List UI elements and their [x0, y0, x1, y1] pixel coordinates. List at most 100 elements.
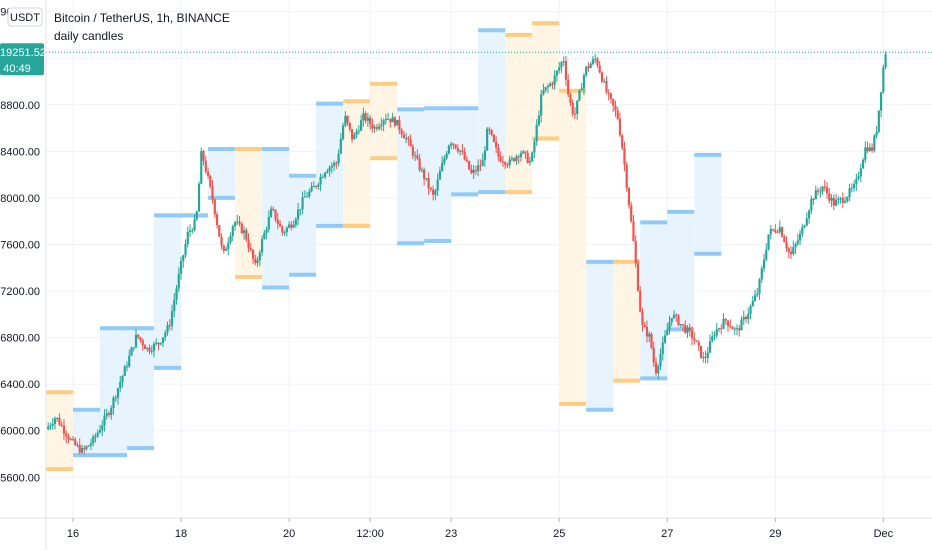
time-axis[interactable]: 16 18 20 12:00 23 25 27 29 Dec [67, 518, 894, 540]
candle-body [454, 144, 457, 149]
indicator-label[interactable]: daily candles [54, 29, 123, 43]
daily-box [613, 261, 641, 381]
candle-body [305, 196, 309, 198]
candle-body [222, 245, 225, 251]
time-tick-label: 18 [175, 528, 187, 540]
candle-body [233, 222, 237, 227]
candle-body [643, 324, 646, 327]
candle-body [729, 325, 732, 328]
candle-body [609, 93, 613, 99]
candle-body [56, 417, 59, 419]
candle-body [564, 61, 568, 80]
candle-body [693, 338, 696, 341]
candle-body [402, 134, 405, 139]
candle-body [332, 162, 336, 166]
candle-body [558, 67, 561, 71]
candle-body [344, 115, 347, 126]
candle-body [346, 115, 349, 123]
candle-body [605, 81, 608, 93]
candle-body [414, 155, 417, 157]
candle-body [157, 342, 160, 345]
candle-body [76, 444, 79, 446]
candle-body [861, 159, 865, 169]
candle-body [830, 197, 833, 201]
candle-body [506, 164, 509, 166]
candle-body [220, 236, 223, 246]
candle-body [227, 242, 230, 250]
candle-body [371, 124, 374, 129]
currency-badge-label: USDT [10, 12, 40, 24]
candle-body [468, 160, 471, 170]
candle-body [130, 347, 133, 356]
candle-body [427, 178, 430, 189]
candle-body [614, 105, 617, 111]
candle-body [461, 150, 464, 152]
candle-body [364, 113, 367, 121]
candle-body [823, 186, 826, 188]
chart-title: Bitcoin / TetherUS, 1h, BINANCE [54, 11, 230, 25]
candle-body [132, 347, 135, 349]
candle-body [166, 325, 169, 333]
price-axis[interactable]: 19600.0019200.0018800.0018400.0018000.00… [0, 7, 40, 485]
candle-body [378, 126, 381, 129]
candle-body [441, 162, 444, 172]
candle-body [796, 240, 799, 244]
candle-body [578, 90, 581, 101]
candle-body [359, 120, 363, 131]
candle-body [87, 445, 90, 447]
candle-body [67, 436, 70, 440]
candle-body [821, 186, 824, 192]
candle-body [240, 223, 243, 233]
candle-body [382, 120, 385, 125]
candle-body [483, 150, 487, 161]
candle-body [60, 424, 63, 426]
candle-body [726, 320, 730, 326]
candle-body [387, 118, 390, 120]
daily-box [586, 261, 614, 410]
candle-body [537, 115, 541, 125]
candle-body [837, 198, 840, 201]
time-tick-label: 12:00 [356, 528, 384, 540]
candle-body [479, 165, 482, 167]
candle-body [553, 75, 556, 85]
candle-body [161, 337, 165, 343]
time-tick-label: Dec [874, 528, 894, 540]
candle-body [159, 342, 162, 345]
currency-badge[interactable] [7, 7, 43, 27]
candle-body [393, 117, 396, 126]
candle-body [276, 219, 279, 224]
daily-candle-boxes [46, 21, 722, 472]
candle-body [751, 300, 754, 307]
candle-body [258, 252, 261, 261]
candle-body [312, 186, 315, 188]
candle-body [337, 153, 340, 164]
candle-body [238, 221, 241, 224]
candle-body [80, 447, 84, 453]
candle-body [308, 191, 311, 197]
candle-body [78, 444, 81, 453]
candle-body [794, 243, 797, 248]
candle-body [551, 83, 554, 85]
candle-body [785, 242, 788, 249]
candle-body [384, 118, 387, 121]
candle-body [450, 143, 453, 146]
candle-body [139, 337, 142, 341]
candle-body [522, 151, 525, 154]
candle-body [569, 94, 572, 103]
candle-body [323, 172, 327, 177]
candle-body [447, 145, 450, 154]
last-price-tag: 19251.52 40:49 [0, 43, 46, 76]
candle-body [164, 332, 167, 338]
candle-body [549, 83, 552, 86]
candle-body [735, 328, 739, 330]
candle-body [776, 231, 779, 233]
candle-body [598, 65, 601, 73]
candle-body [47, 426, 50, 430]
daily-box [667, 211, 695, 330]
candle-body [515, 156, 518, 161]
candle-body [470, 169, 473, 173]
candle-body [873, 135, 876, 151]
candle-body [681, 324, 685, 326]
candle-body [504, 162, 507, 165]
